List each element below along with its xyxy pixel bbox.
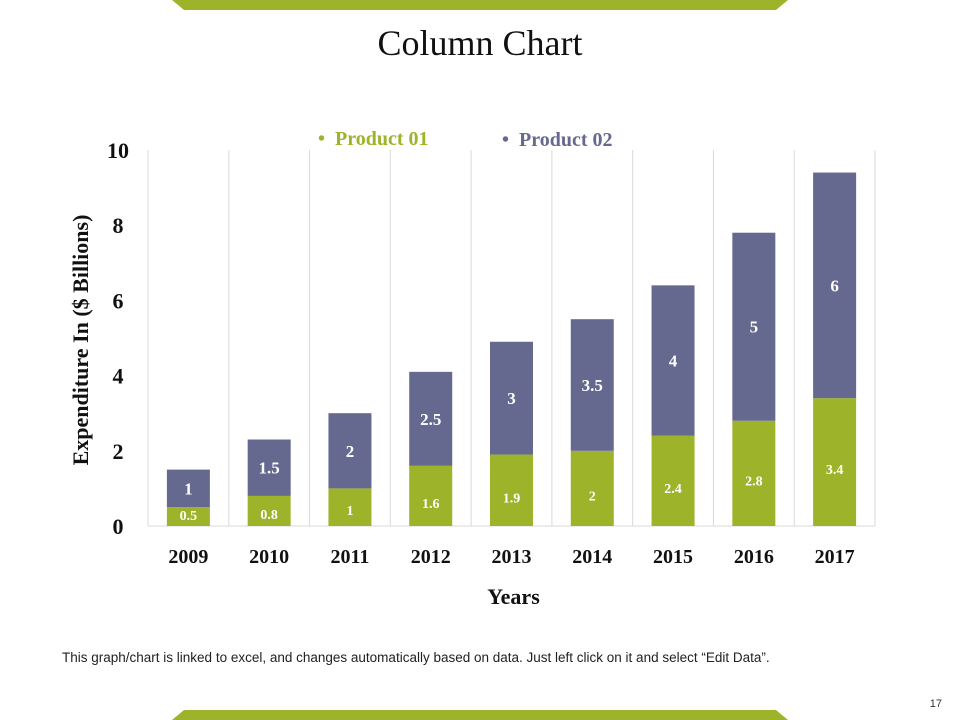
data-label: 2.4 (664, 482, 682, 497)
y-tick-label: 2 (113, 439, 124, 464)
bar-product-02-2012[interactable] (409, 371, 453, 466)
data-label: 0.8 (260, 508, 278, 523)
data-label: 1.5 (259, 459, 280, 478)
x-tick-label: 2017 (815, 546, 855, 568)
x-tick-label: 2016 (734, 546, 774, 568)
bar-product-01-2014[interactable] (570, 450, 614, 526)
data-label: 6 (830, 276, 839, 295)
bottom-accent-band (172, 710, 788, 720)
y-tick-label: 8 (113, 213, 124, 238)
bar-product-01-2017[interactable] (813, 398, 857, 526)
bar-product-02-2010[interactable] (247, 439, 291, 496)
slide-title: Column Chart (377, 23, 583, 63)
legend-bullet-icon: • (318, 128, 326, 150)
data-label: 2 (346, 442, 355, 461)
legend-item-product-02: • Product 02 (502, 129, 613, 152)
data-label: 2.8 (745, 474, 763, 489)
bottom-accent-shape (172, 710, 788, 720)
x-tick-label: 2012 (411, 546, 451, 568)
x-tick-label: 2015 (653, 546, 693, 568)
bar-product-01-2011[interactable] (328, 488, 372, 526)
x-tick-label: 2011 (330, 546, 369, 568)
x-axis-label: Years (487, 584, 540, 609)
data-label: 1 (346, 504, 353, 519)
data-label: 1.9 (503, 491, 521, 506)
data-label: 5 (750, 318, 759, 337)
data-label: 2.5 (420, 410, 441, 429)
data-label: 4 (669, 352, 678, 371)
data-label: 1.6 (422, 497, 440, 512)
bar-product-02-2017[interactable] (813, 172, 857, 399)
y-tick-label: 6 (113, 288, 124, 313)
bar-product-02-2016[interactable] (732, 232, 776, 421)
slide-number: 17 (929, 698, 942, 710)
y-axis-label: Expenditure In ($ Billions) (68, 215, 93, 466)
chart-footnote: This graph/chart is linked to excel, and… (62, 650, 770, 665)
bar-product-02-2011[interactable] (328, 413, 372, 489)
bar-product-01-2015[interactable] (651, 435, 695, 526)
bar-product-01-2013[interactable] (490, 454, 533, 526)
bar-product-02-2015[interactable] (651, 285, 695, 436)
y-tick-label: 4 (113, 364, 124, 389)
bar-product-01-2009[interactable] (166, 507, 210, 526)
legend-label-product-01: Product 01 (335, 128, 429, 150)
data-label: 3 (507, 389, 516, 408)
legend-label-product-02: Product 02 (519, 129, 613, 151)
top-accent-shape (172, 0, 788, 10)
top-accent-band (172, 0, 788, 10)
bar-product-01-2012[interactable] (409, 465, 453, 526)
x-tick-label: 2010 (249, 546, 289, 568)
stacked-column-chart[interactable]: 0 2 4 6 8 10 Expenditure In ($ Billions) Years 0… (0, 0, 960, 640)
x-tick-label: 2009 (168, 546, 208, 568)
y-tick-label: 0 (113, 514, 124, 539)
data-label: 3.5 (582, 376, 603, 395)
x-tick-label: 2014 (572, 546, 612, 568)
data-label: 0.5 (180, 509, 198, 524)
bar-product-01-2016[interactable] (732, 420, 776, 526)
bar-product-02-2009[interactable] (166, 469, 210, 508)
x-tick-label: 2013 (492, 546, 532, 568)
bar-product-02-2014[interactable] (570, 319, 614, 451)
legend-item-product-01: • Product 01 (318, 128, 429, 151)
y-tick-label: 10 (107, 138, 129, 163)
legend-bullet-icon: • (502, 129, 510, 151)
data-label: 1 (184, 479, 193, 498)
data-label: 3.4 (826, 463, 844, 478)
bar-product-01-2010[interactable] (247, 495, 291, 526)
bar-product-02-2013[interactable] (490, 341, 533, 455)
data-label: 2 (589, 489, 596, 504)
